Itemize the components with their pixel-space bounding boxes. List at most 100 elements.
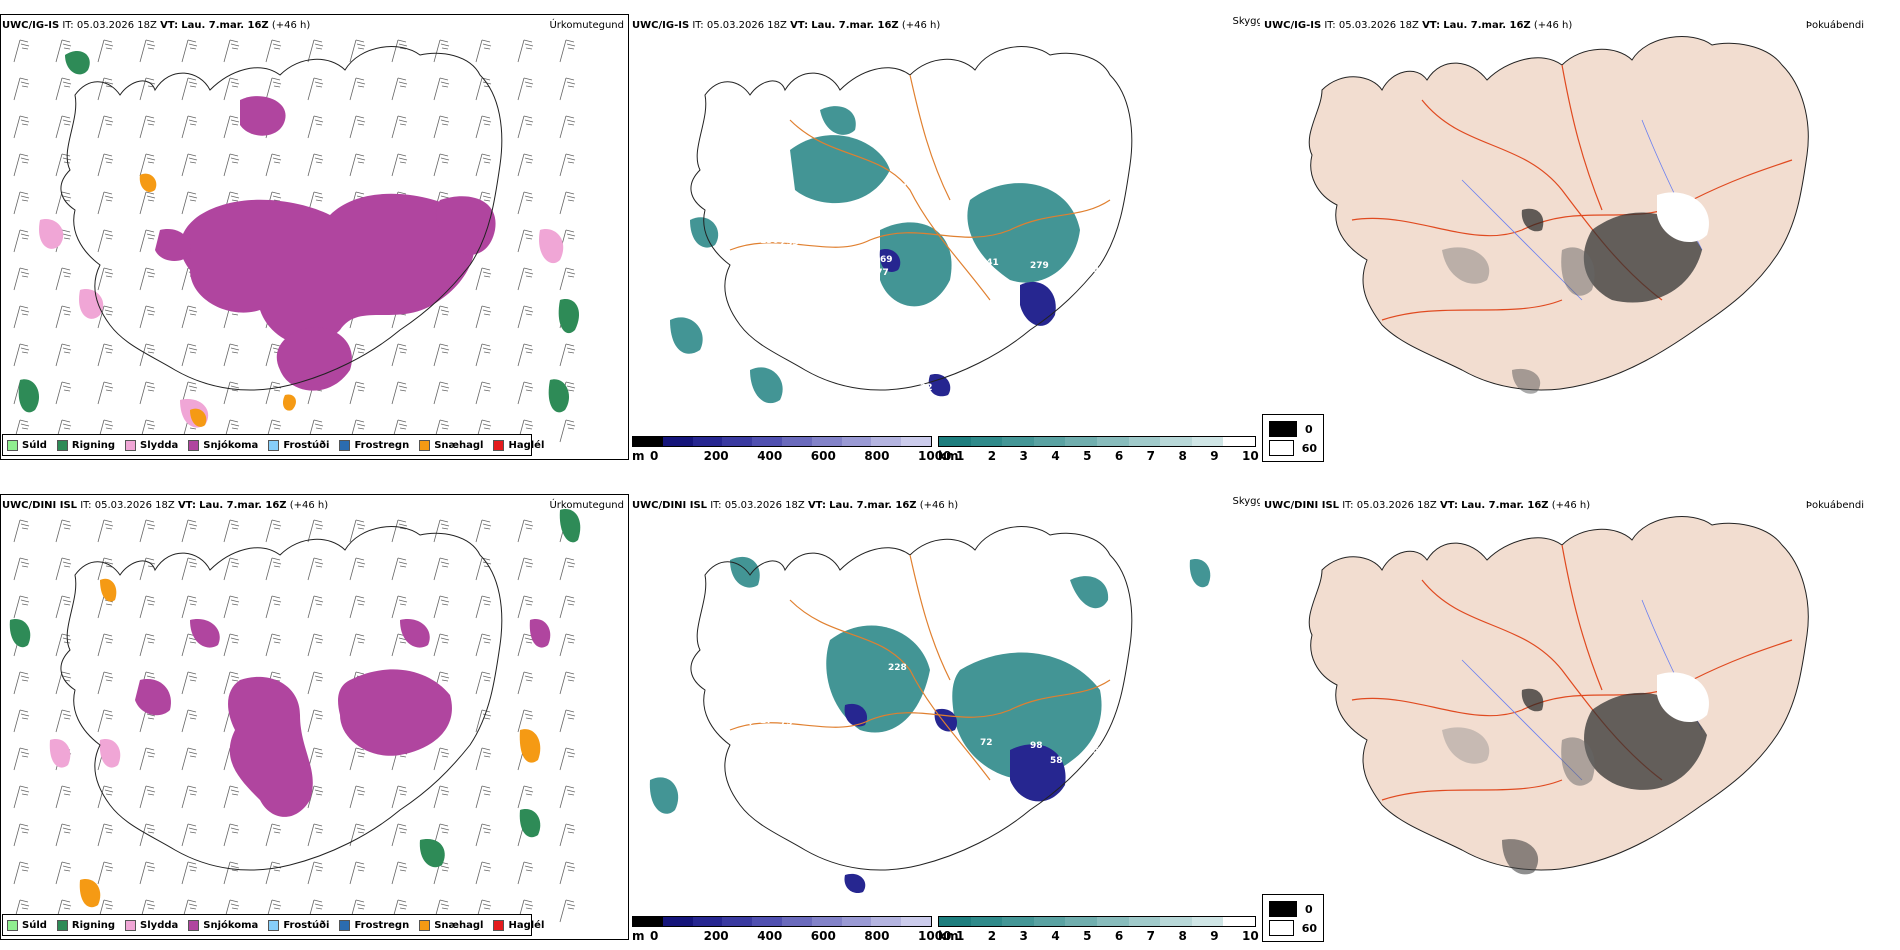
colorbar-segment <box>1191 917 1224 926</box>
wind-barb <box>307 823 324 847</box>
wind-barb <box>307 39 324 63</box>
wind-barb <box>559 785 576 809</box>
cloud-base-label: 118 <box>870 748 889 758</box>
wind-barb <box>223 191 240 215</box>
precip-type-panel: UWC/DINI ISL IT: 05.03.2026 18Z VT: Lau.… <box>0 480 630 950</box>
legend-swatch <box>493 439 505 451</box>
colorbar-tick: 600 <box>810 449 836 463</box>
cloud-base-label: 976 <box>890 368 909 378</box>
cloud-base-label: 577 <box>870 268 889 278</box>
wind-barb <box>391 419 408 443</box>
colorbar-segment <box>1065 917 1097 926</box>
wind-barb <box>223 381 240 405</box>
wind-barb <box>349 115 366 139</box>
legend-label: Frostregn <box>354 439 410 451</box>
precip-map <box>13 39 580 443</box>
panel-header: UWC/DINI ISL IT: 05.03.2026 18Z VT: Lau.… <box>632 500 958 511</box>
colorbar-tick: 7 <box>1146 449 1156 463</box>
it-label: IT: <box>62 20 74 31</box>
fog-swatch <box>1269 901 1297 917</box>
wind-barb <box>97 229 114 253</box>
iceland-roads <box>690 526 1133 871</box>
colorbar-tick: 2 <box>987 449 997 463</box>
cloud-base-label: 130 <box>1110 383 1129 393</box>
cloud-base-label: 10 <box>870 771 883 781</box>
wind-barb <box>97 191 114 215</box>
wind-barb <box>475 709 492 733</box>
wind-barb <box>475 595 492 619</box>
lead-time: (+46 h) <box>1533 20 1573 31</box>
wind-barb <box>559 267 576 291</box>
colorbar-tick: 0 <box>650 449 659 463</box>
wind-barb <box>13 39 30 63</box>
wind-barb <box>97 115 114 139</box>
wind-barb <box>433 595 450 619</box>
legend-label: Frostregn <box>354 919 410 931</box>
colorbar-segment <box>901 437 931 446</box>
wind-barb <box>307 671 324 695</box>
wind-barb <box>13 899 30 923</box>
cloud-base-label: 4 <box>740 238 746 248</box>
wind-barb <box>265 595 282 619</box>
legend-label: Snæhagl <box>434 439 484 451</box>
model-name: UWC/IG-IS <box>2 20 60 31</box>
legend-label: Snjókoma <box>203 439 259 451</box>
wind-barb <box>13 823 30 847</box>
colorbar-segment <box>871 437 902 446</box>
legend-item: Frostregn <box>339 919 410 931</box>
colorbar-segment <box>841 917 872 926</box>
wind-barb <box>55 77 72 101</box>
wind-barb <box>349 747 366 771</box>
wind-barb <box>475 671 492 695</box>
wind-barb <box>349 39 366 63</box>
model-name: UWC/IG-IS <box>1264 20 1322 31</box>
wind-barb <box>517 381 534 405</box>
legend-label: Rigning <box>71 919 116 931</box>
wind-barb <box>97 709 114 733</box>
wind-barb <box>391 115 408 139</box>
cloud-base-label: 993 <box>930 343 949 353</box>
wind-barb <box>559 77 576 101</box>
colorbar-tick: 800 <box>864 929 890 943</box>
wind-barb <box>391 39 408 63</box>
cloud-base-label: 279 <box>1030 261 1049 271</box>
wind-barb <box>223 785 240 809</box>
wind-barb <box>139 785 156 809</box>
wind-barb <box>55 115 72 139</box>
colorbar-segment <box>781 917 812 926</box>
wind-barb <box>139 595 156 619</box>
wind-barb <box>223 595 240 619</box>
wind-barb <box>181 747 198 771</box>
wind-barb <box>349 519 366 543</box>
cloud-base-label: 89 <box>1155 230 1168 240</box>
wind-barb <box>517 899 534 923</box>
legend-swatch <box>56 919 68 931</box>
iceland-land <box>1308 516 1809 871</box>
wind-barb <box>223 39 240 63</box>
wind-barb <box>55 267 72 291</box>
wind-barb <box>307 419 324 443</box>
wind-barb <box>55 709 72 733</box>
colorbar-segment <box>1160 437 1192 446</box>
wind-barb <box>391 861 408 885</box>
wind-barb <box>307 899 324 923</box>
model-name: UWC/DINI ISL <box>1264 500 1340 511</box>
fog-indicator-panel: UWC/IG-IS IT: 05.03.2026 18Z VT: Lau. 7.… <box>1262 0 1900 470</box>
colorbar-tick: 400 <box>757 929 783 943</box>
colorbar-strip <box>938 916 1256 927</box>
precip-type-panel: UWC/IG-IS IT: 05.03.2026 18Z VT: Lau. 7.… <box>0 0 630 470</box>
wind-barb <box>475 77 492 101</box>
cloud-base-label: 33 <box>1155 710 1168 720</box>
wind-barb <box>13 671 30 695</box>
legend-item: Rigning <box>56 919 116 931</box>
fog-value-0: 0 <box>1305 422 1313 436</box>
wind-barb <box>265 419 282 443</box>
lead-time: (+46 h) <box>901 20 941 31</box>
panel-title: Skyggni <box>1232 16 1260 27</box>
wind-barb <box>433 633 450 657</box>
cloud-base-label: 276 <box>820 735 839 745</box>
wind-barb <box>139 823 156 847</box>
wind-barb <box>517 191 534 215</box>
wind-barb <box>265 633 282 657</box>
